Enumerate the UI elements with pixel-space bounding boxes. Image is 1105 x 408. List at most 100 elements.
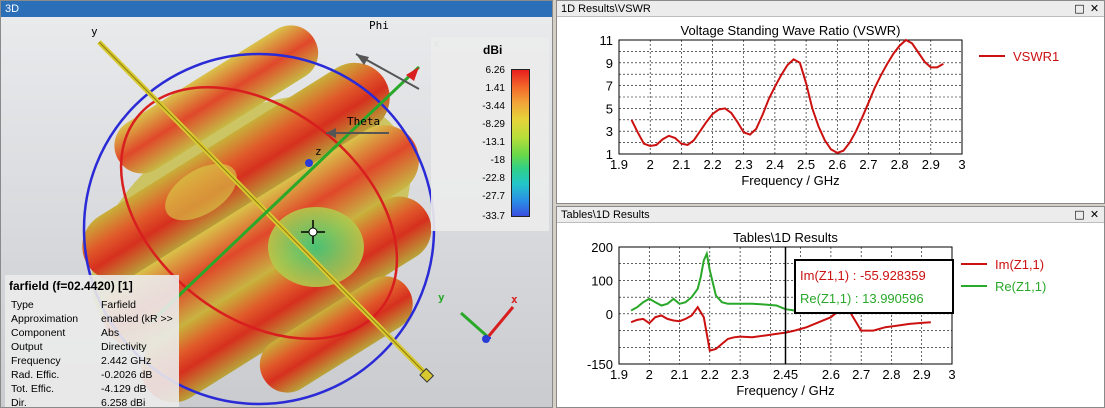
impedance-chart[interactable]: Tables\1D Results 1.9 2 2.1 2.2 2.3 2.45 2.6 2.7…: [557, 224, 1104, 408]
panel-tables-title: Tables\1D Results: [561, 209, 650, 221]
y-tick-label: 0: [606, 307, 613, 322]
colorbar-legend: dBi 6.26 1.41 -3.44 -8.29 -13.1 -18 -22.…: [431, 37, 549, 231]
x-tick-label: 2.8: [891, 157, 909, 172]
x-tick-label: 2.9: [922, 157, 940, 172]
farfield-info-box: farfield (f=02.4420) [1] Type Farfield Ap…: [5, 275, 179, 408]
panel-vswr-title: 1D Results\VSWR: [561, 3, 651, 15]
info-key: Frequency: [11, 355, 61, 367]
x-tick-label: 2.2: [704, 157, 722, 172]
x-axis-label: Frequency / GHz: [736, 383, 834, 398]
colorbar-tick: 6.26: [485, 65, 505, 76]
colorbar-tick: -3.44: [482, 101, 505, 112]
colorbar-tick: -27.7: [482, 191, 505, 202]
restore-button[interactable]: □: [1074, 2, 1085, 15]
close-button[interactable]: ✕: [1089, 208, 1100, 221]
x-tick-label: 2.7: [859, 157, 877, 172]
x-tick-label: 2.45: [773, 367, 798, 382]
marker-readout-box: [794, 259, 954, 314]
colorbar-tick: -13.1: [482, 137, 505, 148]
info-key: Type: [11, 299, 34, 311]
x-tick-label: 2.2: [701, 367, 719, 382]
axis-label-theta: Theta: [347, 115, 381, 128]
y-tick-label: 3: [606, 124, 613, 139]
axis-label-phi: Phi: [369, 19, 389, 32]
info-value: enabled (kR >>: [101, 313, 173, 325]
x-tick-label: 2.5: [797, 157, 815, 172]
restore-button[interactable]: □: [1074, 208, 1085, 221]
x-tick-label: 3: [958, 157, 965, 172]
y-tick-label: 1: [606, 147, 613, 162]
panel-tables-titlebar[interactable]: Tables\1D Results □ ✕: [557, 207, 1104, 223]
panel-3d: 3D: [0, 0, 553, 408]
x-tick-label: 2.6: [828, 157, 846, 172]
panel-vswr: 1D Results\VSWR □ ✕ Voltage Standing Wav…: [556, 0, 1105, 204]
y-tick-label: -150: [587, 357, 613, 372]
y-tick-label: 7: [606, 79, 613, 94]
x-tick-label: 2: [646, 367, 653, 382]
farfield-3d-viewport[interactable]: Phi Theta x y z x y dBi 6.26 1.41 -3.44 …: [1, 17, 552, 408]
info-key: Approximation: [11, 313, 79, 325]
phi-arrow-icon: [356, 54, 369, 65]
axis-label-z: z: [315, 145, 322, 158]
info-key: Component: [11, 327, 66, 339]
crosshair-cursor-icon: [301, 220, 325, 244]
info-key: Rad. Effic.: [11, 369, 60, 381]
axis-label-y: y: [91, 25, 98, 38]
legend-label: Im(Z1,1): [995, 257, 1044, 272]
close-button[interactable]: ✕: [1089, 2, 1100, 15]
x-tick-label: 2.9: [913, 367, 931, 382]
panel-3d-title: 3D: [5, 3, 20, 15]
orientation-triad: [460, 306, 515, 343]
marker-readout-re: Re(Z1,1) : 13.990596: [800, 291, 924, 306]
info-value: Abs: [101, 327, 120, 339]
colorbar-tick: -18: [490, 155, 505, 166]
axis-arrow-red-icon: [406, 67, 419, 81]
legend-label: VSWR1: [1013, 49, 1059, 64]
series-line-vswr1: [630, 38, 944, 154]
info-value: -0.2026 dB: [101, 369, 153, 381]
colorbar-gradient: [511, 69, 530, 217]
theta-ring: [119, 85, 399, 341]
x-tick-label: 2.1: [672, 157, 690, 172]
triad-label-y: y: [438, 291, 445, 304]
y-tick-label: 5: [606, 101, 613, 116]
x-axis-label: Frequency / GHz: [741, 173, 839, 188]
farfield-info-title: farfield (f=02.4420) [1]: [9, 279, 133, 293]
panel-3d-titlebar[interactable]: 3D: [1, 1, 552, 17]
legend-label: Re(Z1,1): [995, 279, 1046, 294]
x-tick-label: 2.4: [766, 157, 784, 172]
x-tick-label: 1.9: [610, 367, 628, 382]
info-value: Directivity: [101, 341, 147, 353]
x-tick-label: 2.1: [671, 367, 689, 382]
info-value: 6.258 dBi: [101, 397, 146, 408]
y-tick-label: 9: [606, 56, 613, 71]
colorbar-tick: -8.29: [482, 119, 505, 130]
x-tick-label: 2.3: [735, 157, 753, 172]
theta-arrow-icon: [326, 128, 336, 138]
series-line-im-z1-1-: [630, 305, 931, 352]
y-tick-label: 200: [591, 240, 613, 255]
colorbar-tick: -22.8: [482, 173, 505, 184]
marker-readout-im: Im(Z1,1) : -55.928359: [800, 268, 926, 283]
colorbar-unit: dBi: [483, 43, 503, 57]
colorbar-tick: 1.41: [485, 83, 505, 94]
chart-title: Voltage Standing Wave Ratio (VSWR): [681, 23, 901, 38]
y-axis-end-cap: [419, 367, 435, 383]
x-tick-label: 2: [647, 157, 654, 172]
colorbar-tick: -33.7: [482, 211, 505, 222]
x-tick-label: 2.8: [882, 367, 900, 382]
series-line-re-z1-1-: [630, 250, 819, 314]
z-axis-line: [149, 65, 421, 324]
triad-label-x: x: [511, 293, 518, 306]
info-key: Output: [11, 341, 43, 353]
y-tick-label: 100: [591, 273, 613, 288]
info-key: Dir.: [11, 397, 27, 408]
panel-vswr-titlebar[interactable]: 1D Results\VSWR □ ✕: [557, 1, 1104, 17]
vswr-chart[interactable]: Voltage Standing Wave Ratio (VSWR) 1.9 2 2.…: [557, 18, 1104, 204]
x-tick-label: 2.7: [852, 367, 870, 382]
chart-title: Tables\1D Results: [733, 230, 838, 245]
info-value: 2.442 GHz: [101, 355, 152, 367]
y-axis-line-inner: [98, 41, 430, 378]
origin-dot: [305, 159, 313, 167]
x-tick-label: 1.9: [610, 157, 628, 172]
